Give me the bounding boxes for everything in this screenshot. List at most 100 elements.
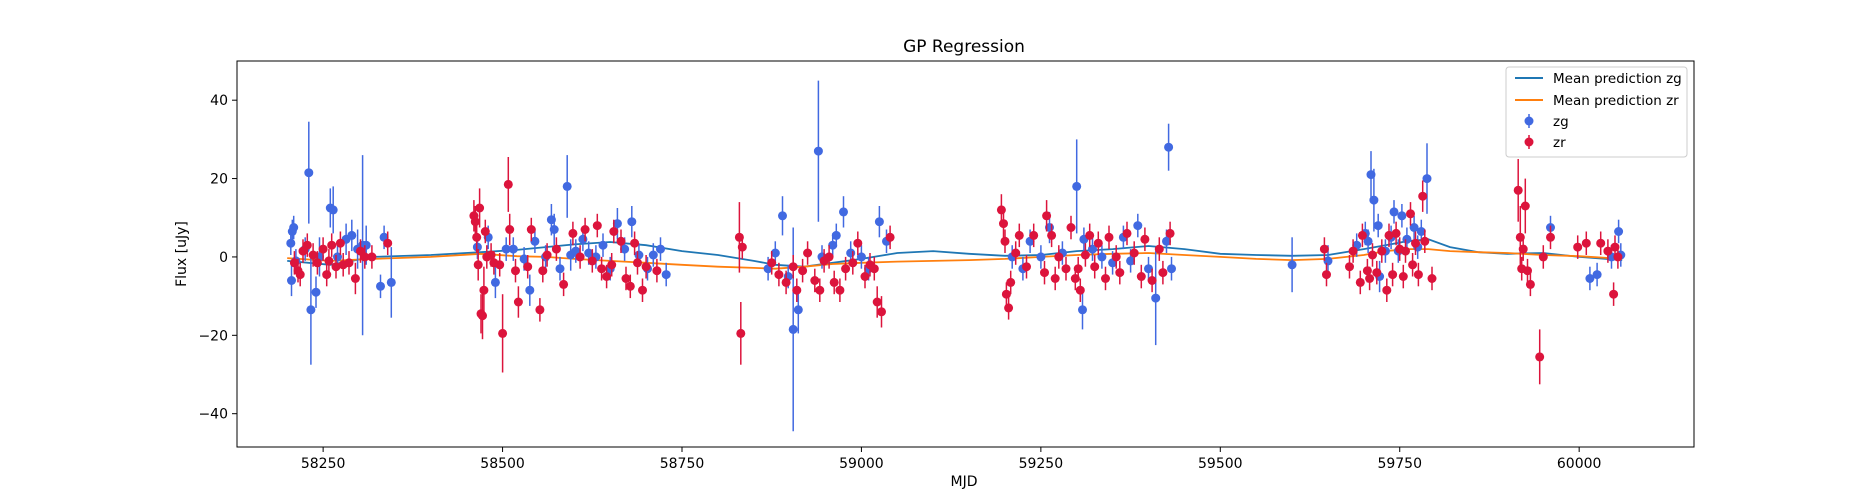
- data-point-zr: [1382, 285, 1392, 295]
- data-point-zr: [638, 285, 647, 295]
- data-point-zg: [347, 230, 357, 240]
- legend-label-zr: zr: [1553, 135, 1566, 151]
- data-point-zr: [1004, 303, 1014, 313]
- data-point-zr: [1603, 246, 1613, 256]
- data-point-zg: [813, 146, 823, 156]
- data-point-zr: [1022, 262, 1031, 272]
- legend-marker-zg: [1524, 114, 1534, 128]
- data-point-zg: [519, 254, 529, 264]
- data-point-zr: [1377, 246, 1387, 256]
- data-point-zg: [289, 223, 299, 232]
- data-point-zr: [324, 256, 334, 266]
- data-point-zr: [495, 260, 505, 270]
- data-point-zr: [853, 238, 863, 248]
- data-point-zg: [376, 281, 385, 291]
- data-point-zr: [360, 252, 370, 262]
- y-tick-label: −40: [198, 407, 228, 423]
- series-zr: [289, 157, 1623, 385]
- data-point-zr: [829, 277, 839, 287]
- data-point-zg: [361, 240, 371, 250]
- data-point-zg: [1363, 236, 1373, 246]
- axes-frame: [236, 60, 1695, 448]
- data-point-zg: [1036, 252, 1046, 262]
- data-point-zr: [1398, 272, 1408, 281]
- data-point-zr: [551, 244, 561, 254]
- data-point-zr: [1073, 264, 1083, 274]
- x-tick-label: 59250: [1019, 456, 1064, 472]
- data-point-zg: [1072, 181, 1082, 191]
- data-point-zr: [1355, 277, 1365, 287]
- data-point-zg: [1422, 174, 1432, 184]
- data-point-zr: [1136, 272, 1146, 281]
- data-point-zg: [1151, 293, 1161, 303]
- data-point-zr: [1535, 352, 1545, 362]
- data-point-zr: [308, 250, 318, 260]
- legend-marker-zr: [1524, 135, 1534, 149]
- data-point-zg: [1287, 260, 1297, 270]
- data-point-zr: [798, 266, 808, 276]
- x-tick-label: 58250: [301, 456, 346, 472]
- data-point-zg: [304, 168, 314, 178]
- data-point-zr: [1001, 289, 1011, 299]
- data-point-zr: [835, 285, 845, 295]
- data-point-zg: [1162, 236, 1171, 246]
- data-point-zg: [1369, 195, 1379, 205]
- data-point-zr: [774, 270, 784, 280]
- data-point-zr: [535, 305, 545, 315]
- x-axis-label: MJD: [951, 474, 978, 490]
- data-point-zr: [1408, 260, 1418, 270]
- data-point-zr: [592, 221, 602, 231]
- data-point-zr: [1085, 230, 1095, 240]
- data-point-zr: [736, 328, 746, 338]
- data-point-zr: [503, 179, 513, 189]
- legend-label-zg: zg: [1553, 114, 1569, 130]
- data-point-zg: [1614, 227, 1624, 236]
- data-point-zr: [597, 264, 607, 274]
- data-point-zr: [625, 281, 635, 291]
- data-point-zr: [1348, 246, 1358, 256]
- data-point-zr: [737, 242, 747, 252]
- data-point-zr: [505, 225, 515, 234]
- data-point-zg: [1402, 234, 1412, 244]
- data-point-zg: [1133, 221, 1143, 231]
- data-point-zg: [627, 217, 637, 227]
- data-point-zr: [1080, 250, 1090, 260]
- data-point-zr: [480, 227, 490, 236]
- data-point-zr: [872, 297, 882, 307]
- x-tick-label: 59500: [1198, 456, 1243, 472]
- data-point-zr: [996, 205, 1006, 215]
- data-point-zr: [1075, 285, 1085, 295]
- data-point-zg: [828, 240, 838, 250]
- data-point-zg: [770, 248, 780, 258]
- y-tick-label: −20: [198, 328, 228, 344]
- data-point-zr: [633, 258, 642, 268]
- data-point-zr: [1101, 274, 1110, 283]
- data-point-zg: [831, 230, 841, 240]
- data-point-zg: [549, 225, 559, 234]
- x-tick-label: 58750: [660, 456, 705, 472]
- data-point-zr: [1573, 242, 1583, 252]
- data-point-zr: [1546, 232, 1555, 242]
- data-point-zr: [1418, 191, 1428, 201]
- data-point-zr: [1047, 230, 1057, 240]
- data-point-zg: [620, 244, 630, 254]
- data-point-zr: [1520, 201, 1530, 211]
- data-point-zg: [846, 248, 856, 258]
- data-point-zr: [810, 276, 820, 285]
- data-point-zg: [839, 207, 848, 217]
- data-point-zr: [350, 274, 360, 283]
- data-point-zr: [1014, 230, 1024, 240]
- data-point-zr: [1613, 252, 1623, 262]
- data-point-zr: [1368, 250, 1377, 260]
- data-point-zr: [1609, 289, 1619, 299]
- data-point-zr: [580, 225, 590, 234]
- data-point-zr: [473, 260, 483, 270]
- data-point-zr: [335, 238, 345, 248]
- data-point-zr: [289, 258, 299, 268]
- legend: Mean prediction zg Mean prediction zr zg…: [1505, 66, 1688, 158]
- data-point-zr: [1061, 264, 1071, 274]
- data-point-zg: [1397, 211, 1407, 221]
- data-point-zg: [598, 240, 608, 250]
- data-point-zr: [1029, 230, 1039, 240]
